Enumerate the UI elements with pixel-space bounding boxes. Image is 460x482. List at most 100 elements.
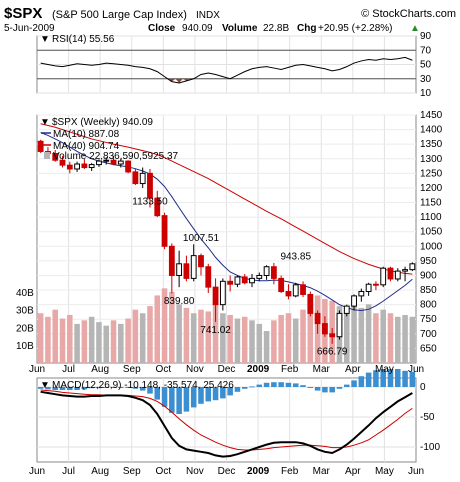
volume-bar [37, 313, 44, 363]
macd-histogram-bar [67, 387, 73, 390]
price-tick-label: 850 [420, 285, 437, 296]
rsi-line [40, 56, 413, 84]
candle-body [241, 276, 248, 284]
price-tick-label: 1150 [420, 198, 442, 209]
candle-body [387, 267, 394, 280]
macd-histogram-bar [256, 384, 263, 387]
volume-bar [176, 304, 182, 363]
macd-histogram-bar [241, 387, 248, 389]
rsi-oversold-fill [168, 78, 191, 84]
candle-body [270, 266, 277, 279]
volume-bar [205, 311, 212, 363]
macd-histogram-bar [336, 387, 343, 389]
x-tick-label: Jun [29, 466, 45, 477]
candle-body [66, 164, 73, 170]
volume-legend-swatch [44, 152, 50, 159]
candle-body [285, 291, 292, 297]
candle-body [168, 245, 175, 276]
x-tick-label: Feb [281, 364, 299, 375]
candle-body [365, 283, 372, 293]
macd-histogram-bar [198, 387, 204, 404]
candle-body [103, 159, 110, 162]
price-legend-icon: ▼ [40, 117, 50, 128]
volume-bar [169, 291, 175, 363]
macd-histogram-bar [125, 387, 131, 388]
macd-histogram-bar [190, 387, 197, 408]
macd-histogram-bar [271, 382, 277, 387]
chg-up-arrow-icon: ▲ [410, 23, 420, 34]
x-tick-label: Oct [156, 364, 172, 375]
ma10-line [40, 132, 413, 311]
x-tick-label: 2009 [247, 466, 270, 477]
price-tick-label: 1350 [420, 139, 443, 150]
candle-body [74, 163, 80, 170]
candle-body [37, 140, 44, 152]
candle-body [161, 215, 168, 247]
macd-histogram-bar [322, 387, 328, 393]
rsi-legend: RSI(14) 55.56 [52, 34, 115, 45]
volume-bar [263, 331, 270, 363]
x-tick-label: Jul [62, 466, 75, 477]
price-tick-label: 1200 [420, 183, 443, 194]
volume-tick-label: 30B [16, 306, 34, 317]
candle-body [139, 172, 146, 185]
close-value: 940.09 [182, 23, 213, 34]
price-annotation: 1007.51 [183, 233, 220, 244]
macd-histogram-bar [161, 387, 168, 407]
price-tick-label: 1250 [420, 168, 443, 179]
volume-bar [292, 318, 299, 363]
volume-bar [358, 307, 365, 363]
candle-body [343, 305, 350, 314]
volume-bar [190, 313, 197, 363]
candle-body [183, 263, 190, 279]
macd-histogram-bar [118, 387, 124, 388]
candle-body [117, 160, 124, 165]
candle-body [154, 197, 161, 217]
price-tick-label: 700 [420, 329, 437, 340]
macd-histogram-bar [59, 387, 66, 390]
price-tick-label: 750 [420, 314, 437, 325]
x-tick-label: Nov [186, 466, 204, 477]
rsi-series [40, 56, 413, 84]
volume-tick-label: 20B [16, 323, 34, 334]
candle-body [394, 270, 401, 280]
volume-bar [351, 306, 357, 363]
volume-bar [103, 325, 110, 363]
candle-body [263, 266, 270, 276]
volume-bar [110, 320, 117, 363]
candle-body [132, 171, 139, 185]
candle-body [190, 255, 197, 279]
volume-bar [125, 318, 131, 363]
volume-bar [81, 320, 88, 363]
macd-histogram-bar [110, 387, 117, 388]
volume-bar [387, 313, 394, 363]
candle-body [373, 283, 379, 286]
volume-tick-label: 40B [16, 288, 34, 299]
macd-histogram-bar [132, 387, 139, 389]
macd-legend-icon: ▼ [40, 380, 50, 391]
macd-histogram-bar [365, 372, 372, 387]
candle-body [110, 159, 117, 165]
x-tick-label: Aug [91, 364, 109, 375]
candle-body [329, 333, 336, 338]
price-annotation: 741.02 [200, 325, 231, 336]
volume-value: 22.8B [263, 23, 289, 34]
volume-label: Volume [222, 23, 258, 34]
macd-histogram-bar [227, 387, 233, 396]
price-tick-label: 1050 [420, 227, 443, 238]
macd-histogram-bar [88, 387, 95, 389]
macd-histogram-bar [205, 387, 212, 402]
volume-bar [161, 288, 168, 363]
volume-bar [234, 318, 241, 363]
macd-histogram-bar [139, 387, 146, 391]
price-tick-label: 950 [420, 256, 437, 267]
candle-body [278, 277, 285, 293]
macd-histogram-bar [220, 387, 226, 399]
volume-bar [139, 313, 146, 363]
macd-histogram-bar [343, 384, 350, 387]
candle-body [314, 312, 321, 325]
candle-body [358, 291, 365, 297]
macd-histogram-bar [249, 386, 255, 388]
candle-body [147, 172, 153, 199]
volume-bar [249, 320, 255, 363]
